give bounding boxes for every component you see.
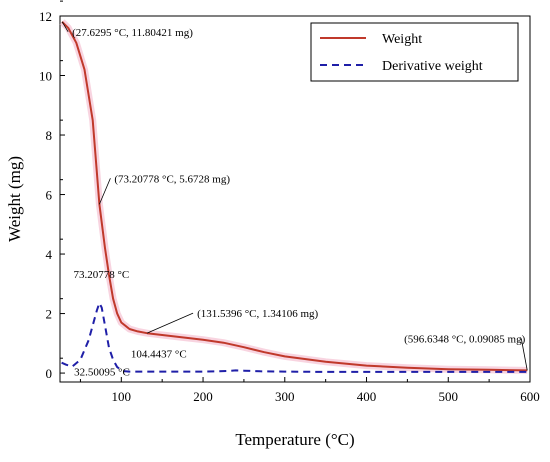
x-axis-title: Temperature (°C)	[235, 430, 354, 449]
annotation-label: 104.4437 °C	[131, 348, 187, 360]
y-tick-label: 8	[46, 128, 53, 143]
annotation-layer: (27.6295 °C, 11.80421 mg) (73.20778 °C, 5…	[61, 21, 528, 379]
legend-box	[310, 22, 519, 82]
y-tick-label: 10	[39, 69, 52, 84]
y-tick-label: 0	[46, 366, 53, 381]
annotation-label: (73.20778 °C, 5.6728 mg)	[114, 173, 230, 185]
y-tick-label: 2	[46, 307, 53, 322]
series-line-derivative-weight	[61, 302, 530, 373]
y-tick-label: 12	[39, 9, 52, 24]
x-tick-label: 500	[439, 389, 459, 404]
x-tick-label: 100	[112, 389, 132, 404]
legend-label-weight: Weight	[382, 32, 422, 47]
y-tick-label: 4	[46, 247, 53, 262]
annotation-label: 73.20778 °C	[74, 269, 130, 281]
plot-frame	[59, 15, 531, 383]
annotation-label: 32.50095 °C	[74, 367, 130, 379]
legend-label-derivative-weight: Derivative weight	[382, 59, 483, 74]
annotation-leader	[61, 21, 69, 33]
x-tick-label: 200	[193, 389, 213, 404]
x-tick-label: 300	[275, 389, 295, 404]
annotation-label: (596.6348 °C, 0.09085 mg)	[404, 333, 525, 345]
annotation-leader	[99, 178, 111, 205]
annotation-label: (27.6295 °C, 11.80421 mg)	[72, 27, 193, 39]
y-tick-label: 6	[46, 188, 53, 203]
legend: Weight Derivative weight	[310, 22, 519, 82]
annotation-leader	[520, 338, 528, 371]
annotation-label: (131.5396 °C, 1.34106 mg)	[197, 308, 318, 320]
y-axis-ticks: 0 2 4 6 8 10 12	[39, 0, 65, 381]
annotation-leader	[146, 312, 194, 334]
x-tick-label: 400	[357, 389, 377, 404]
x-tick-label: 600	[520, 389, 540, 404]
x-axis-ticks: 100 200 300 400 500 600	[79, 377, 540, 404]
y-axis-title: Weight (mg)	[5, 156, 24, 242]
